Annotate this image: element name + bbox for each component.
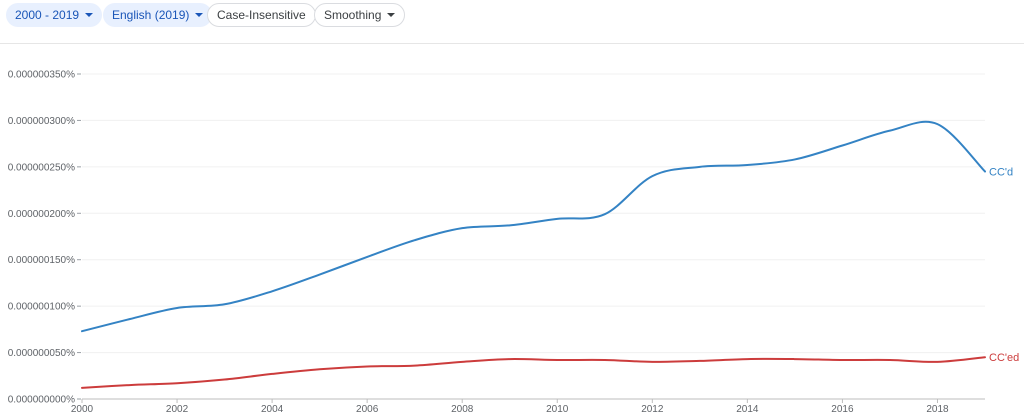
data-point: [175, 306, 180, 311]
data-point: [697, 164, 702, 169]
x-tick-label: 2008: [451, 404, 474, 415]
data-point: [745, 357, 750, 362]
x-tick-label: 2010: [546, 404, 569, 415]
chevron-down-icon: [387, 13, 396, 17]
year-range-label: 2000 - 2019: [15, 8, 80, 22]
data-point: [222, 302, 227, 307]
data-point: [80, 385, 85, 390]
data-point: [840, 143, 845, 148]
data-point: [983, 355, 988, 360]
corpus-dropdown[interactable]: English (2019): [103, 3, 213, 27]
data-point: [412, 238, 417, 243]
series-label: CC'd: [989, 167, 1013, 179]
x-tick-label: 2006: [356, 404, 379, 415]
y-tick-label: 0.000000200%: [8, 209, 75, 220]
y-tick-label: 0.000000100%: [8, 302, 75, 313]
data-point: [745, 163, 750, 168]
data-point: [507, 223, 512, 228]
data-point: [175, 381, 180, 386]
data-point: [460, 226, 465, 231]
x-tick-label: 2018: [926, 404, 949, 415]
data-point: [317, 367, 322, 372]
data-point: [792, 157, 797, 162]
toolbar: 2000 - 2019 English (2019) Case-Insensit…: [0, 0, 1024, 44]
data-point: [650, 359, 655, 364]
y-tick-label: 0.000000050%: [8, 348, 75, 359]
smoothing-dropdown[interactable]: Smoothing: [314, 3, 406, 27]
data-point: [792, 357, 797, 362]
x-tick-label: 2004: [261, 404, 284, 415]
data-point: [555, 216, 560, 221]
x-tick-label: 2016: [831, 404, 854, 415]
series-line-cc-ed: [81, 356, 986, 389]
data-point: [270, 371, 275, 376]
data-point: [935, 359, 940, 364]
data-point: [412, 363, 417, 368]
x-tick-label: 2002: [166, 404, 189, 415]
data-point: [80, 329, 85, 334]
x-tick-label: 2014: [736, 404, 759, 415]
data-point: [222, 377, 227, 382]
data-point: [935, 122, 940, 127]
data-point: [460, 359, 465, 364]
y-tick-label: 0.000000350%: [8, 70, 75, 81]
y-tick-label: 0.000000000%: [8, 395, 75, 406]
data-point: [697, 358, 702, 363]
y-tick-label: 0.000000150%: [8, 255, 75, 266]
data-point: [983, 169, 988, 174]
data-point: [602, 358, 607, 363]
data-point: [887, 358, 892, 363]
data-point: [270, 289, 275, 294]
data-point: [365, 254, 370, 259]
data-point: [650, 174, 655, 179]
data-point: [507, 357, 512, 362]
data-point: [602, 212, 607, 217]
data-point: [127, 383, 132, 388]
data-point: [317, 272, 322, 277]
data-point: [365, 364, 370, 369]
data-point: [555, 358, 560, 363]
data-point: [887, 128, 892, 133]
series-line-cc-d: [81, 120, 986, 333]
corpus-label: English (2019): [112, 8, 190, 22]
x-tick-label: 2012: [641, 404, 664, 415]
x-tick-label: 2000: [71, 404, 94, 415]
series-label: CC'ed: [989, 352, 1019, 364]
data-point: [127, 317, 132, 322]
y-tick-label: 0.000000250%: [8, 162, 75, 173]
y-tick-label: 0.000000300%: [8, 116, 75, 127]
chevron-down-icon: [195, 13, 204, 17]
chevron-down-icon: [85, 13, 94, 17]
data-point: [840, 358, 845, 363]
case-insensitive-label: Case-Insensitive: [217, 8, 306, 22]
year-range-dropdown[interactable]: 2000 - 2019: [6, 3, 103, 27]
smoothing-label: Smoothing: [324, 8, 382, 22]
